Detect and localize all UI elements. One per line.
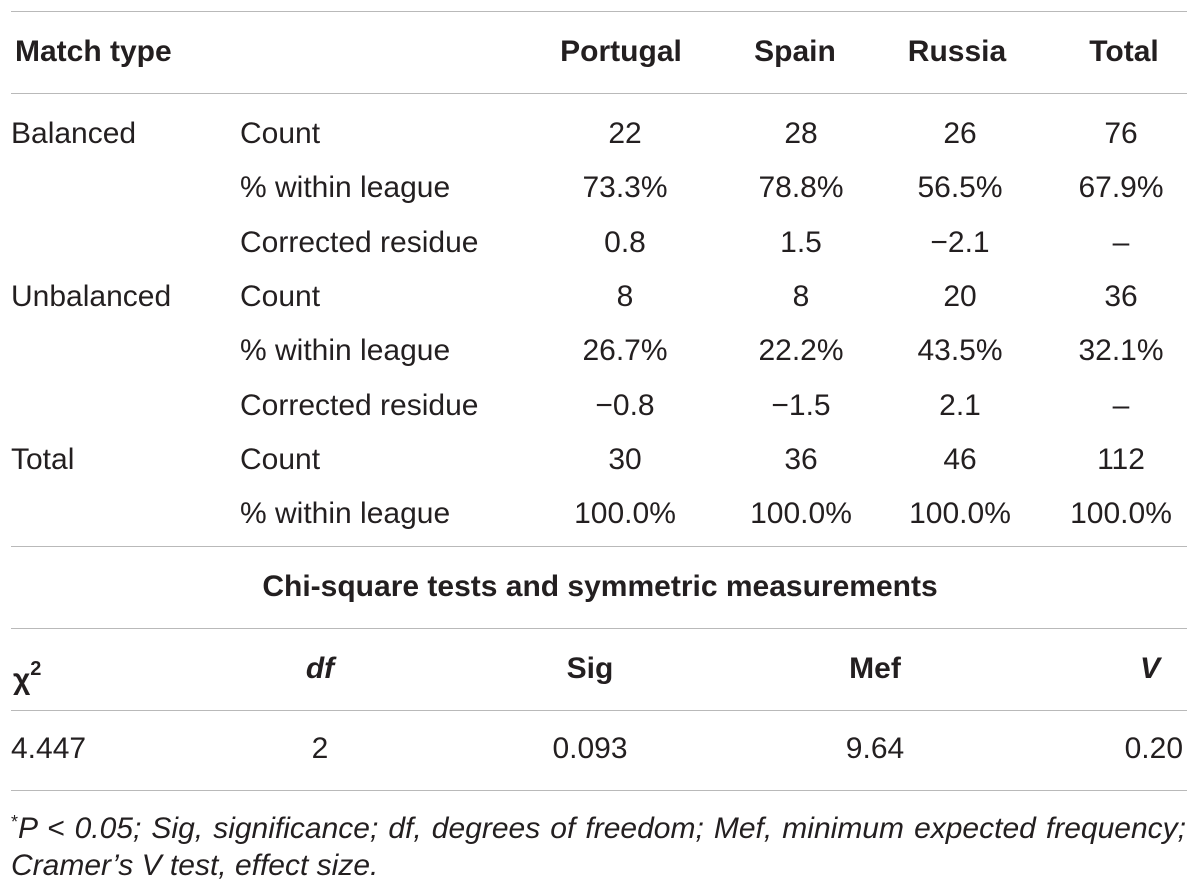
sig-value: 0.093: [552, 732, 628, 765]
cell-total: –: [1112, 388, 1130, 422]
cell-portugal: 26.7%: [582, 334, 668, 368]
cell-portugal: 100.0%: [574, 497, 676, 531]
v-value: 0.20: [1124, 732, 1183, 765]
cell-spain: 36: [784, 442, 818, 476]
chi-top-rule: [11, 628, 1187, 629]
cell-measure: Count: [240, 442, 321, 476]
cell-russia: 43.5%: [917, 334, 1003, 368]
cell-measure: Count: [240, 117, 321, 150]
cell-russia: 2.1: [939, 388, 981, 422]
cell-portugal: 22: [608, 117, 642, 150]
chi-header-sig: Sig: [566, 652, 614, 685]
cell-spain: 8: [792, 279, 810, 313]
cell-spain: 1.5: [780, 225, 822, 259]
footnote: *P < 0.05; Sig, significance; df, degree…: [11, 804, 1186, 884]
df-value: 2: [311, 732, 329, 765]
cell-russia: 20: [943, 279, 977, 313]
cell-russia: 46: [943, 442, 977, 476]
top-rule: [11, 11, 1187, 12]
cell-portugal: 30: [608, 442, 642, 476]
footnote-asterisk: *: [11, 812, 19, 832]
chi-exponent: 2: [30, 658, 42, 680]
chi-header-v: V: [1139, 652, 1160, 685]
chi-symbol: χ: [13, 663, 31, 696]
chi-value: 4.447: [11, 732, 87, 765]
cell-group: Total: [11, 442, 75, 476]
cell-spain: 78.8%: [758, 171, 844, 205]
cell-portugal: 0.8: [604, 225, 646, 259]
cell-total: 32.1%: [1078, 334, 1164, 368]
cell-portugal: 8: [616, 279, 634, 313]
chi-header-mef: Mef: [849, 652, 901, 685]
cell-total: –: [1112, 225, 1130, 259]
cell-spain: 22.2%: [758, 334, 844, 368]
cell-russia: 100.0%: [909, 497, 1011, 531]
cell-total: 100.0%: [1070, 497, 1172, 531]
cell-spain: −1.5: [771, 388, 831, 422]
chi-bottom-rule: [11, 790, 1187, 791]
mef-value: 9.64: [845, 732, 905, 765]
cell-measure: % within league: [240, 171, 451, 205]
chi-square-title: Chi-square tests and symmetric measureme…: [262, 570, 938, 603]
cell-measure: Count: [240, 279, 321, 313]
cell-measure: % within league: [240, 497, 451, 531]
header-portugal: Portugal: [560, 35, 682, 68]
cell-russia: −2.1: [930, 225, 990, 259]
header-spain: Spain: [754, 35, 836, 68]
header-russia: Russia: [907, 35, 1007, 68]
cell-spain: 28: [784, 117, 818, 150]
table-bottom-rule: [11, 546, 1187, 547]
cell-portugal: −0.8: [595, 388, 655, 422]
cell-russia: 26: [943, 117, 977, 150]
chi-header-df: df: [305, 652, 335, 685]
cell-measure: Corrected residue: [240, 225, 479, 259]
cell-spain: 100.0%: [750, 497, 852, 531]
cell-measure: % within league: [240, 334, 451, 368]
header-total: Total: [1089, 35, 1159, 68]
cell-measure: Corrected residue: [240, 388, 479, 422]
cell-total: 112: [1097, 442, 1145, 476]
cell-russia: 56.5%: [917, 171, 1003, 205]
header-match-type: Match type: [15, 35, 172, 68]
cell-total: 67.9%: [1078, 171, 1164, 205]
cell-portugal: 73.3%: [582, 171, 668, 205]
header-rule: [11, 93, 1187, 94]
cell-total: 76: [1104, 117, 1138, 150]
cell-total: 36: [1104, 279, 1138, 313]
chi-header-rule: [11, 710, 1187, 711]
cell-group: Balanced: [11, 117, 137, 150]
footnote-text: P < 0.05; Sig, significance; df, degrees…: [11, 812, 1186, 882]
chi-header-chi: χ2: [13, 651, 41, 698]
cell-group: Unbalanced: [11, 279, 172, 313]
